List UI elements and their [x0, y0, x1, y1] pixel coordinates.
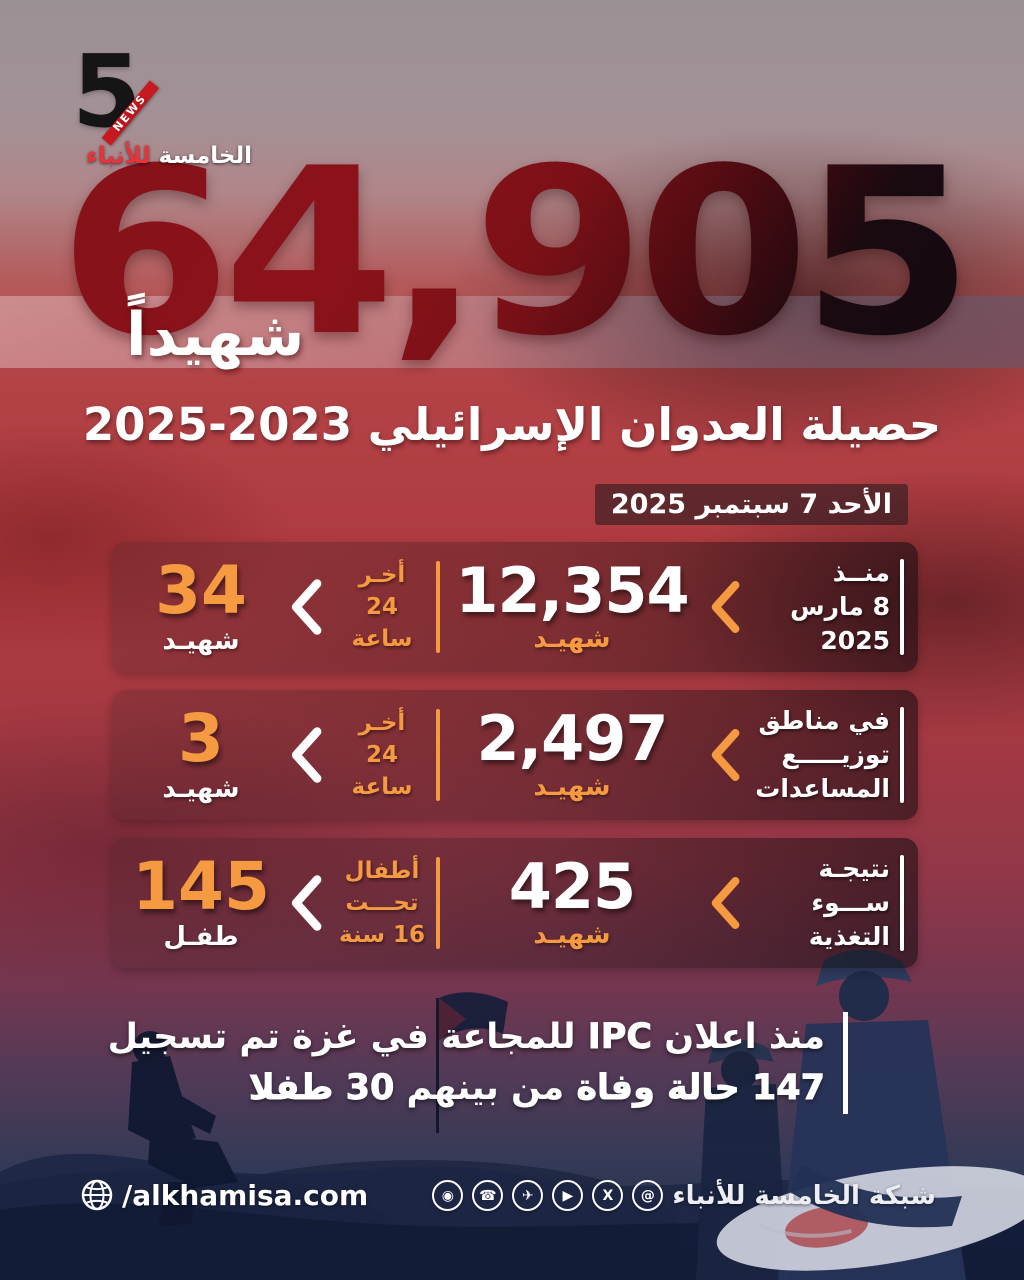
chevron-left-icon	[291, 579, 322, 635]
stat-row-malnutrition: نتيجـة ســـوء التغذية 425 شهيـد أطفال تح…	[112, 838, 918, 968]
note-line-2: 147 حالة وفاة من بينهم 30 طفلا	[248, 1067, 825, 1108]
whatsapp-icon[interactable]: ☎	[472, 1180, 504, 1211]
report-date: الأحد 7 سبتمبر 2025	[594, 484, 908, 525]
logo-wordmark: الخامسة للأنباء	[72, 143, 252, 169]
stat-unit: شهيـد	[533, 624, 611, 654]
ipc-acronym: IPC	[587, 1017, 653, 1058]
recent-unit: طفـل	[163, 922, 239, 952]
chevron-left-icon	[711, 877, 740, 929]
recent-unit: شهيـد	[162, 774, 240, 804]
stat-value: 2,497	[476, 702, 668, 775]
label-divider-bar	[900, 559, 904, 655]
period-label: أخـر 24 ساعة	[351, 709, 413, 801]
footer-social-icons: ◉ ☎ ✈ ▶ X @	[432, 1180, 664, 1211]
martyr-word: شهيداً	[126, 300, 305, 370]
recent-value: 34	[155, 552, 247, 629]
period-label: أخـر 24 ساعة	[351, 561, 413, 653]
separator-bar	[436, 561, 440, 653]
stat-unit: شهيـد	[533, 920, 611, 950]
label-divider-bar	[900, 855, 904, 951]
youtube-icon[interactable]: ▶	[552, 1180, 584, 1211]
chevron-left-icon	[291, 875, 322, 931]
separator-bar	[436, 857, 440, 949]
recent-value: 3	[178, 700, 224, 777]
network-name: شبكة الخامسة للأنباء	[672, 1180, 936, 1211]
period-label: أطفال تحـــت 16 سنة	[339, 857, 425, 949]
website-text[interactable]: /alkhamisa.com	[122, 1178, 369, 1212]
total-value-block: 12,354 شهيـد	[448, 554, 696, 655]
logo-name-accent: للأنباء	[86, 143, 151, 169]
stat-row-since-march: منــذ 8 مارس 2025 12,354 شهيـد أخـر 24 س…	[112, 542, 918, 672]
stat-row-aid-zones: في مناطق توزيـــــع المساعدات 2,497 شهيـ…	[112, 690, 918, 820]
total-martyrs-number: 64,905	[0, 139, 1024, 369]
website-handle[interactable]: /alkhamisa.com	[80, 1178, 368, 1212]
sitting-man-silhouette	[128, 1031, 238, 1226]
separator-bar	[436, 709, 440, 801]
footer-network: ◉ ☎ ✈ ▶ X @ شبكة الخامسة للأنباء	[432, 1180, 940, 1211]
telegram-icon[interactable]: ✈	[512, 1180, 544, 1211]
man-carrying-body-silhouette	[716, 949, 1024, 1280]
chevron-left-icon	[711, 729, 740, 781]
palestinian-flag-silhouette	[436, 992, 508, 1133]
logo-five-glyph: 5 NEWS	[72, 42, 160, 146]
recent-unit: شهيـد	[162, 626, 240, 656]
recent-value-block: 34 شهيـد	[126, 552, 276, 657]
recent-value: 145	[132, 848, 270, 925]
globe-icon	[81, 1179, 113, 1211]
stat-value: 425	[508, 850, 636, 923]
chevron-left-icon	[291, 727, 322, 783]
total-value-block: 425 شهيـد	[448, 850, 696, 951]
poster-title: حصيلة العدوان الإسرائيلي 2023‏-‏2025	[82, 398, 942, 451]
threads-icon[interactable]: @	[632, 1180, 664, 1211]
logo-name-main: الخامسة	[158, 143, 252, 169]
recent-value-block: 3 شهيـد	[126, 700, 276, 805]
x-icon[interactable]: X	[592, 1180, 624, 1211]
row-label: نتيجـة ســـوء التغذية	[808, 854, 890, 951]
note-line-1: منذ اعلان IPC للمجاعة في غزة تم تسجيل	[107, 1017, 825, 1058]
instagram-icon[interactable]: ◉	[432, 1180, 464, 1211]
label-divider-bar	[900, 707, 904, 803]
chevron-left-icon	[711, 581, 740, 633]
brand-logo: 5 NEWS الخامسة للأنباء	[72, 42, 252, 170]
total-value-block: 2,497 شهيـد	[448, 702, 696, 803]
ipc-famine-note: منذ اعلان IPC للمجاعة في غزة تم تسجيل 14…	[108, 1012, 848, 1114]
highlight-band	[0, 296, 1024, 368]
row-label: في مناطق توزيـــــع المساعدات	[755, 706, 890, 803]
stat-unit: شهيـد	[533, 772, 611, 802]
row-label: منــذ 8 مارس 2025	[790, 558, 890, 655]
logo-number: 5	[72, 33, 142, 150]
stat-value: 12,354	[455, 554, 689, 627]
recent-value-block: 145 طفـل	[126, 848, 276, 953]
